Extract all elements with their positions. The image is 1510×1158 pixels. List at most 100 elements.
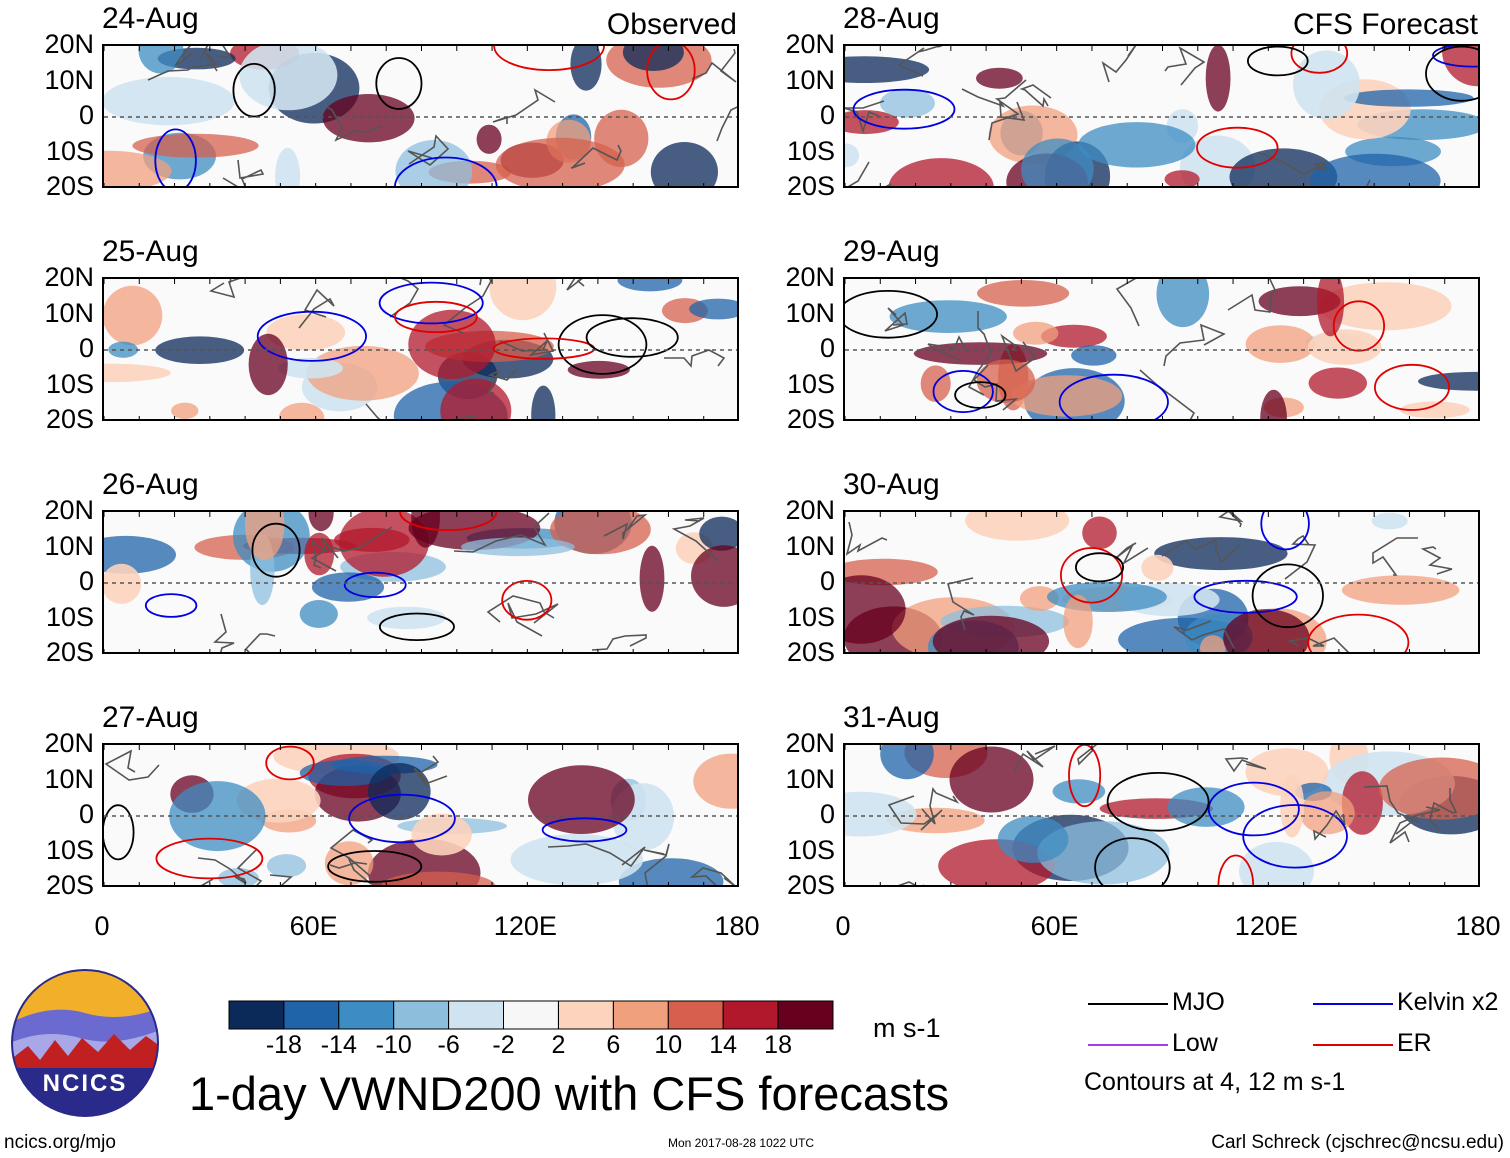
coastline [921,787,960,825]
anomaly-blob [440,378,512,419]
anomaly-blob [949,746,1034,813]
legend-label: Low [1172,1029,1218,1057]
anomaly-blob [155,336,245,364]
coastline [413,755,448,787]
lat-tick-label: 0 [819,799,835,829]
coastline [1077,745,1098,766]
lat-tick-label: 20S [45,171,94,201]
anomaly-blob [1019,586,1059,611]
coastline [716,106,737,142]
anomaly-blob [278,402,325,419]
anomaly-blob [1319,282,1452,331]
anomaly-blob [845,791,917,837]
anomaly-blob [1293,50,1360,120]
panel-date: 30-Aug [843,468,940,501]
lat-tick-label: 10S [786,135,835,166]
colorbar-tick-label: 10 [654,1031,683,1059]
anomaly-blob [411,512,440,548]
anomaly-blob [550,512,651,555]
lon-tick-label: 60E [289,911,338,941]
contour-line [251,522,301,578]
coastline [236,849,293,885]
coastline [1287,637,1350,652]
legend-swatch [1313,1044,1393,1046]
anomaly-blob [639,545,665,612]
colorbar-swatch [448,1000,505,1030]
contour-line [1247,46,1309,77]
lat-tick-label: 10N [785,297,835,328]
anomaly-blob [1046,581,1167,612]
coastline [104,749,160,781]
contour-line [1196,126,1279,169]
coastline [887,795,943,831]
legend-label: ER [1397,1029,1432,1057]
anomaly-blob [339,512,430,577]
anomaly-blob [266,314,346,351]
anomaly-blob [104,77,235,126]
anomaly-blob [1308,367,1367,399]
coastline [671,517,719,562]
lat-tick-label: 20N [44,728,94,758]
coastline [845,521,888,556]
contour-line [378,281,484,325]
anomaly-blob [1400,401,1470,419]
coastline [884,307,908,332]
coastline [329,856,372,885]
contour-line [954,381,1007,409]
coastline [988,79,1027,141]
anomaly-blob [622,46,684,71]
coastline [365,403,381,419]
map-box [843,44,1480,188]
colorbar-tick-label: -18 [265,1031,302,1059]
coastline [1420,546,1453,575]
panel-date: 25-Aug [102,235,199,268]
lat-tick-label: 10S [45,135,94,166]
lat-tick-label: 20S [45,870,94,900]
anomaly-blob [239,46,338,111]
coastline [499,332,555,357]
lon-tick-label: 120E [1234,911,1298,941]
anomaly-blob [1156,279,1210,328]
lat-tick-label: 10S [45,368,94,399]
anomaly-blob [104,363,171,383]
contour-line [343,571,407,599]
anomaly-blob [1341,575,1460,605]
lat-tick-label: 0 [78,566,94,596]
anomaly-blob [299,600,338,628]
anomaly-blob [248,333,288,396]
anomaly-blob [1164,170,1200,186]
colorbar [228,1000,834,1030]
lat-tick-label: 20N [785,29,835,59]
coastline [1013,745,1056,773]
anomaly-blob [618,858,724,885]
anomaly-blob [1310,153,1441,186]
colorbar-swatch [228,1000,285,1030]
anomaly-blob [617,279,683,292]
contour-line [399,512,498,532]
coastline [689,867,736,885]
contour-line [1332,300,1386,352]
anomaly-blob [104,285,163,346]
coastline [664,349,726,368]
anomaly-blob [311,572,385,602]
lat-tick-label: 10N [785,64,835,95]
lat-tick-label: 0 [819,566,835,596]
contour-line [394,300,478,334]
anomaly-blob [1141,554,1174,581]
anomaly-blob [322,94,415,143]
map-box [102,277,739,421]
contour-line [1260,512,1310,551]
coastline [147,51,219,81]
map-panel [845,279,1478,419]
legend-label: Kelvin x2 [1397,988,1499,1016]
anomaly-blob [171,402,199,419]
anomaly-blob [570,46,602,91]
lat-tick-label: 10N [785,763,835,794]
footer-site[interactable]: ncics.org/mjo [4,1132,116,1153]
anomaly-blob [275,147,301,186]
coastline [458,415,477,419]
colorbar-tick-label: 6 [606,1031,621,1059]
contour-line [1106,771,1210,832]
anomaly-blob [495,137,625,186]
contour-line [493,46,605,71]
